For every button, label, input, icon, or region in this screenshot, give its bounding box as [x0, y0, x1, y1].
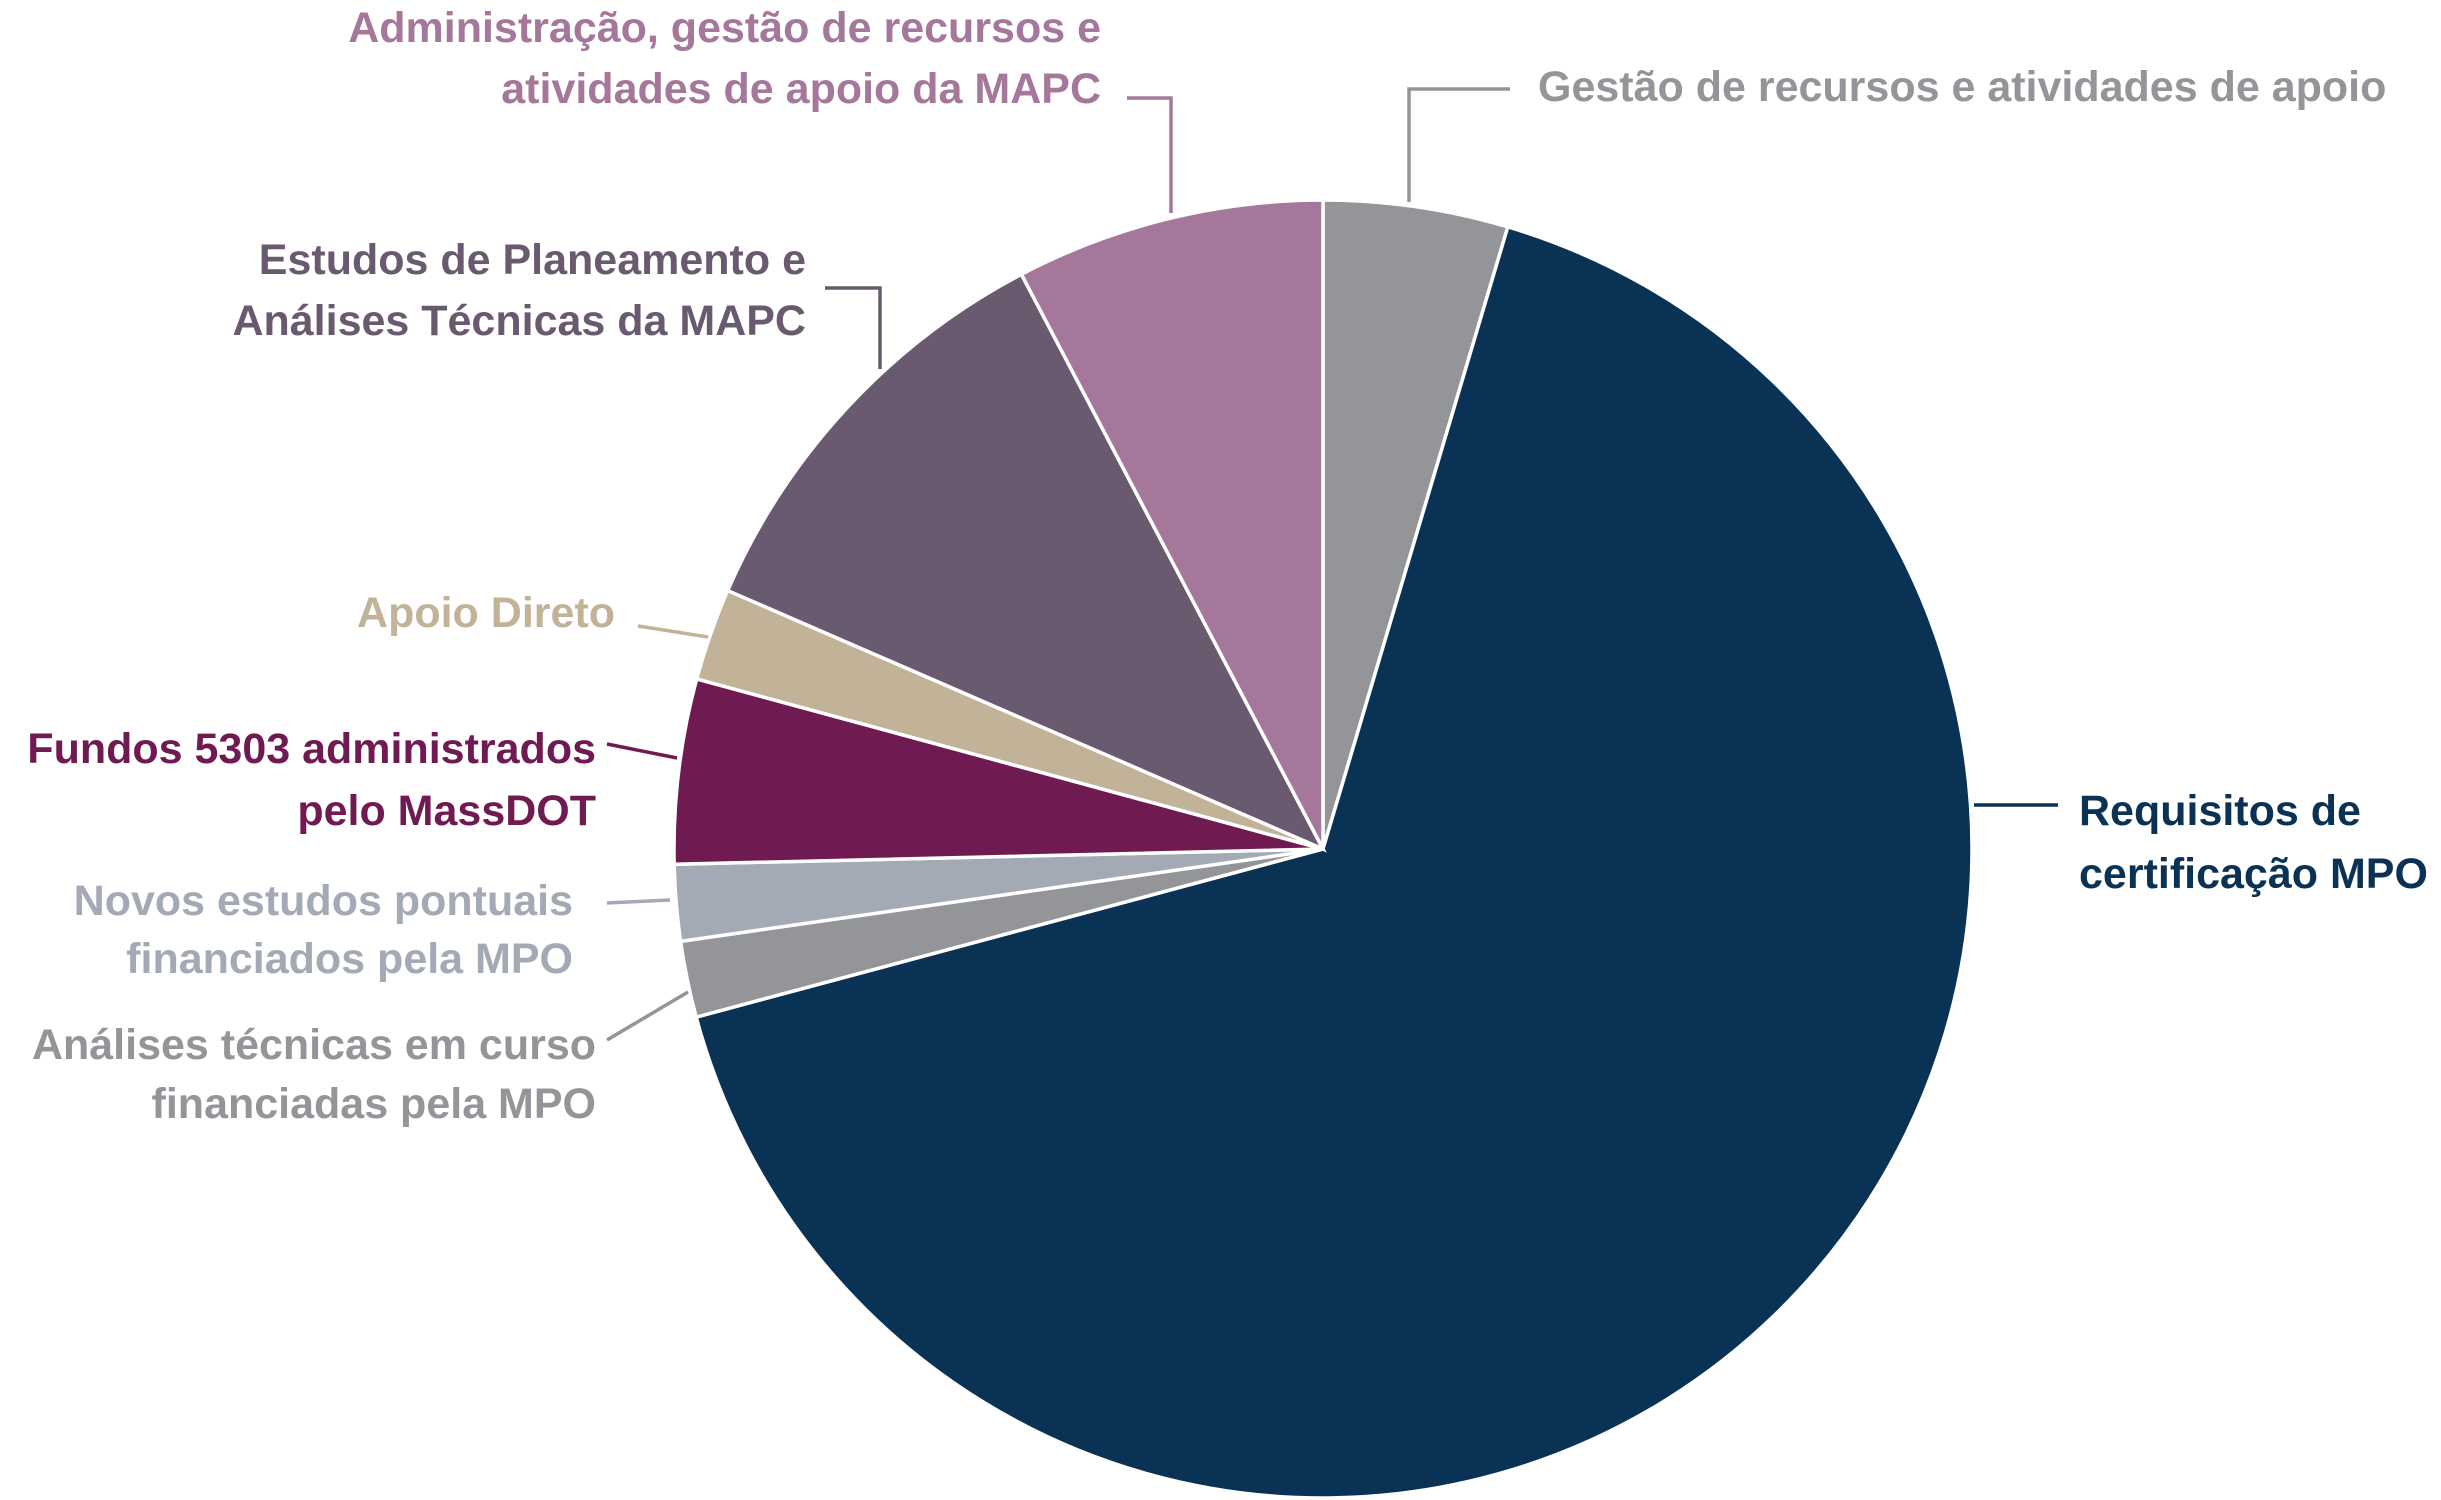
- leader-line: [637, 624, 709, 639]
- slice-label: atividades de apoio da MAPC: [501, 65, 1101, 113]
- slice-label: certificação MPO: [2079, 850, 2428, 898]
- slice-label: Administração, gestão de recursos e: [348, 4, 1101, 52]
- slice-label: Gestão de recursos e atividades de apoio: [1538, 63, 2386, 111]
- leader-line: [1127, 96, 1173, 213]
- pie-slice: [694, 224, 1974, 1500]
- slice-label: Estudos de Planeamento e: [259, 236, 806, 284]
- slice-label: Análises técnicas em curso: [32, 1021, 596, 1069]
- slice-label: financiadas pela MPO: [152, 1080, 596, 1128]
- pie-slice: [725, 271, 1327, 853]
- pie-slice: [672, 676, 1324, 867]
- leader-line: [825, 286, 882, 369]
- leader-line: [606, 742, 678, 760]
- slice-label: Requisitos de: [2079, 787, 2361, 835]
- slice-label: financiados pela MPO: [126, 935, 573, 983]
- slice-label: pelo MassDOT: [297, 787, 596, 835]
- pie-slice: [1019, 198, 1325, 850]
- leader-line: [1407, 87, 1510, 202]
- pie-slices: [672, 198, 1974, 1500]
- slice-label: Apoio Direto: [357, 589, 615, 637]
- pie-labels: Gestão de recursos e atividades de apoio…: [27, 4, 2428, 1128]
- slice-label: Análises Técnicas da MAPC: [232, 297, 806, 345]
- slice-label: Novos estudos pontuais: [74, 877, 573, 925]
- pie-slice: [1321, 198, 1510, 850]
- slice-label: Fundos 5303 administrados: [27, 725, 596, 773]
- leader-line: [606, 990, 689, 1042]
- leader-line: [606, 898, 671, 905]
